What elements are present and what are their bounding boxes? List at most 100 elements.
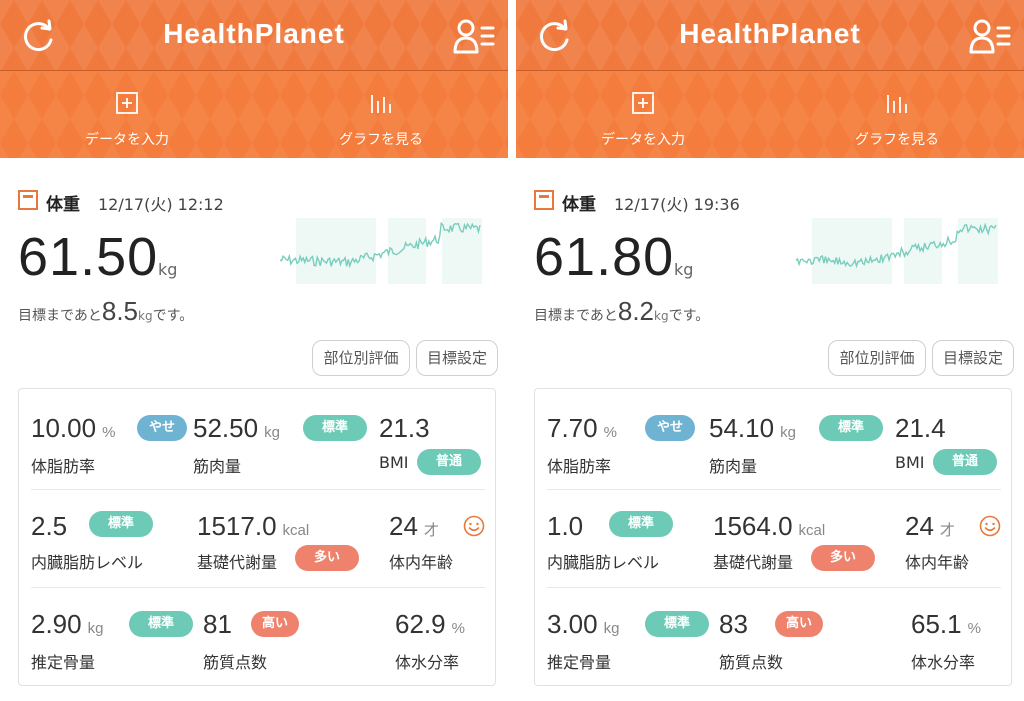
goal-value: 8.5: [101, 296, 139, 326]
part-evaluation-button[interactable]: 部位別評価: [312, 340, 410, 376]
water-label: 体水分率: [911, 653, 976, 672]
bmi-badge: 普通: [933, 449, 997, 475]
bone-value: 3.00 kg: [547, 609, 620, 639]
visceral-value: 2.5: [31, 511, 68, 541]
metrics-card: 10.00% やせ 体脂肪率 52.50 kg 標準 筋肉量 21.3 BMI 普…: [18, 388, 496, 686]
weight-unit: kg: [674, 260, 694, 279]
sparkline-band: [958, 218, 998, 284]
muscle-label: 筋肉量: [193, 457, 242, 476]
row-divider: [31, 489, 485, 490]
bmi-label: BMI: [379, 453, 409, 472]
enter-data-button[interactable]: データを入力: [0, 71, 254, 158]
muscle-quality-value: 83: [719, 609, 748, 639]
weight-sparkline[interactable]: [276, 212, 484, 284]
body-age-value: 24 才: [905, 511, 955, 541]
body-age-value: 24 才: [389, 511, 439, 541]
sparkline-band: [852, 218, 892, 284]
weight-label: 体重: [562, 195, 596, 215]
bmr-badge: 多い: [811, 545, 875, 571]
row-divider: [547, 587, 1001, 588]
part-evaluation-button[interactable]: 部位別評価: [828, 340, 926, 376]
profile-icon[interactable]: [452, 16, 496, 56]
plus-square-icon: [632, 92, 654, 114]
bmi-value: 21.3: [379, 413, 430, 443]
profile-icon[interactable]: [968, 16, 1012, 56]
bar-graph-icon: [887, 95, 907, 113]
sparkline-band: [388, 218, 426, 284]
goal-unit: kg: [654, 309, 669, 323]
muscle-badge: 標準: [819, 415, 883, 441]
bone-label: 推定骨量: [547, 653, 612, 672]
weight-datetime: 12/17(火) 19:36: [614, 195, 740, 214]
goal-setting-button[interactable]: 目標設定: [416, 340, 498, 376]
weight-datetime: 12/17(火) 12:12: [98, 195, 224, 214]
sparkline-band: [336, 218, 376, 284]
muscle-value: 52.50 kg: [193, 413, 280, 443]
app-title: HealthPlanet: [163, 18, 345, 49]
muscle-quality-badge: 高い: [775, 611, 823, 637]
body-age-label: 体内年齢: [905, 553, 970, 572]
plus-square-icon: [116, 92, 138, 114]
enter-data-button[interactable]: データを入力: [516, 71, 770, 158]
visceral-badge: 標準: [609, 511, 673, 537]
view-graph-button[interactable]: グラフを見る: [770, 71, 1024, 158]
panel-gutter: [508, 0, 516, 701]
muscle-quality-label: 筋質点数: [719, 653, 784, 672]
water-label: 体水分率: [395, 653, 460, 672]
view-graph-label: グラフを見る: [855, 132, 939, 148]
bone-label: 推定骨量: [31, 653, 96, 672]
weight-label: 体重: [46, 195, 80, 215]
view-graph-button[interactable]: グラフを見る: [254, 71, 508, 158]
goal-setting-button[interactable]: 目標設定: [932, 340, 1014, 376]
bmr-value: 1564.0 kcal: [713, 511, 826, 541]
top-bar-divider: [0, 70, 508, 71]
visceral-value: 1.0: [547, 511, 584, 541]
body-fat-value: 10.00%: [31, 413, 116, 443]
weight-value: 61.80: [534, 227, 675, 287]
top-bar: HealthPlanet: [516, 0, 1024, 70]
bone-value: 2.90 kg: [31, 609, 104, 639]
sync-icon[interactable]: [18, 16, 58, 56]
body-fat-badge: やせ: [645, 415, 695, 441]
goal-suffix: です。: [152, 308, 194, 324]
muscle-label: 筋肉量: [709, 457, 758, 476]
bmi-value: 21.4: [895, 413, 946, 443]
body-fat-label: 体脂肪率: [31, 457, 96, 476]
body-age-label: 体内年齢: [389, 553, 454, 572]
sync-icon[interactable]: [534, 16, 574, 56]
sparkline-band: [296, 218, 336, 284]
bmi-badge: 普通: [417, 449, 481, 475]
goal-value: 8.2: [617, 296, 655, 326]
screen-left: HealthPlanet データを入力 グラフを見る: [0, 0, 508, 701]
bmr-label: 基礎代謝量: [713, 553, 794, 572]
smile-icon: [979, 515, 1001, 537]
sparkline-band: [442, 218, 482, 284]
goal-prefix: 目標まであと: [18, 308, 102, 324]
goal-remaining: 目標まであと8.2kgです。: [534, 296, 709, 327]
goal-suffix: です。: [668, 308, 710, 324]
row-divider: [31, 587, 485, 588]
body-fat-label: 体脂肪率: [547, 457, 612, 476]
visceral-label: 内臓脂肪レベル: [31, 553, 144, 572]
enter-data-label: データを入力: [601, 132, 685, 148]
screen-right: HealthPlanet データを入力 グラフを見る: [516, 0, 1024, 701]
weight-sparkline[interactable]: [792, 212, 1000, 284]
goal-remaining: 目標まであと8.5kgです。: [18, 296, 193, 327]
muscle-badge: 標準: [303, 415, 367, 441]
goal-prefix: 目標まであと: [534, 308, 618, 324]
goal-unit: kg: [138, 309, 153, 323]
visceral-label: 内臓脂肪レベル: [547, 553, 660, 572]
bone-badge: 標準: [645, 611, 709, 637]
sparkline-line: [279, 221, 481, 269]
body-fat-badge: やせ: [137, 415, 187, 441]
body-fat-value: 7.70%: [547, 413, 617, 443]
bmi-label: BMI: [895, 453, 925, 472]
metrics-card: 7.70% やせ 体脂肪率 54.10 kg 標準 筋肉量 21.4 BMI 普通…: [534, 388, 1012, 686]
enter-data-label: データを入力: [85, 132, 169, 148]
bmr-value: 1517.0 kcal: [197, 511, 310, 541]
scale-icon: [18, 190, 38, 210]
muscle-quality-label: 筋質点数: [203, 653, 268, 672]
muscle-quality-value: 81: [203, 609, 232, 639]
visceral-badge: 標準: [89, 511, 153, 537]
bmr-label: 基礎代謝量: [197, 553, 278, 572]
